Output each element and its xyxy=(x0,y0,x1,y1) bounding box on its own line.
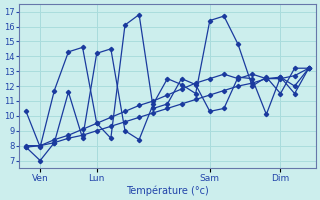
X-axis label: Température (°c): Température (°c) xyxy=(126,185,209,196)
